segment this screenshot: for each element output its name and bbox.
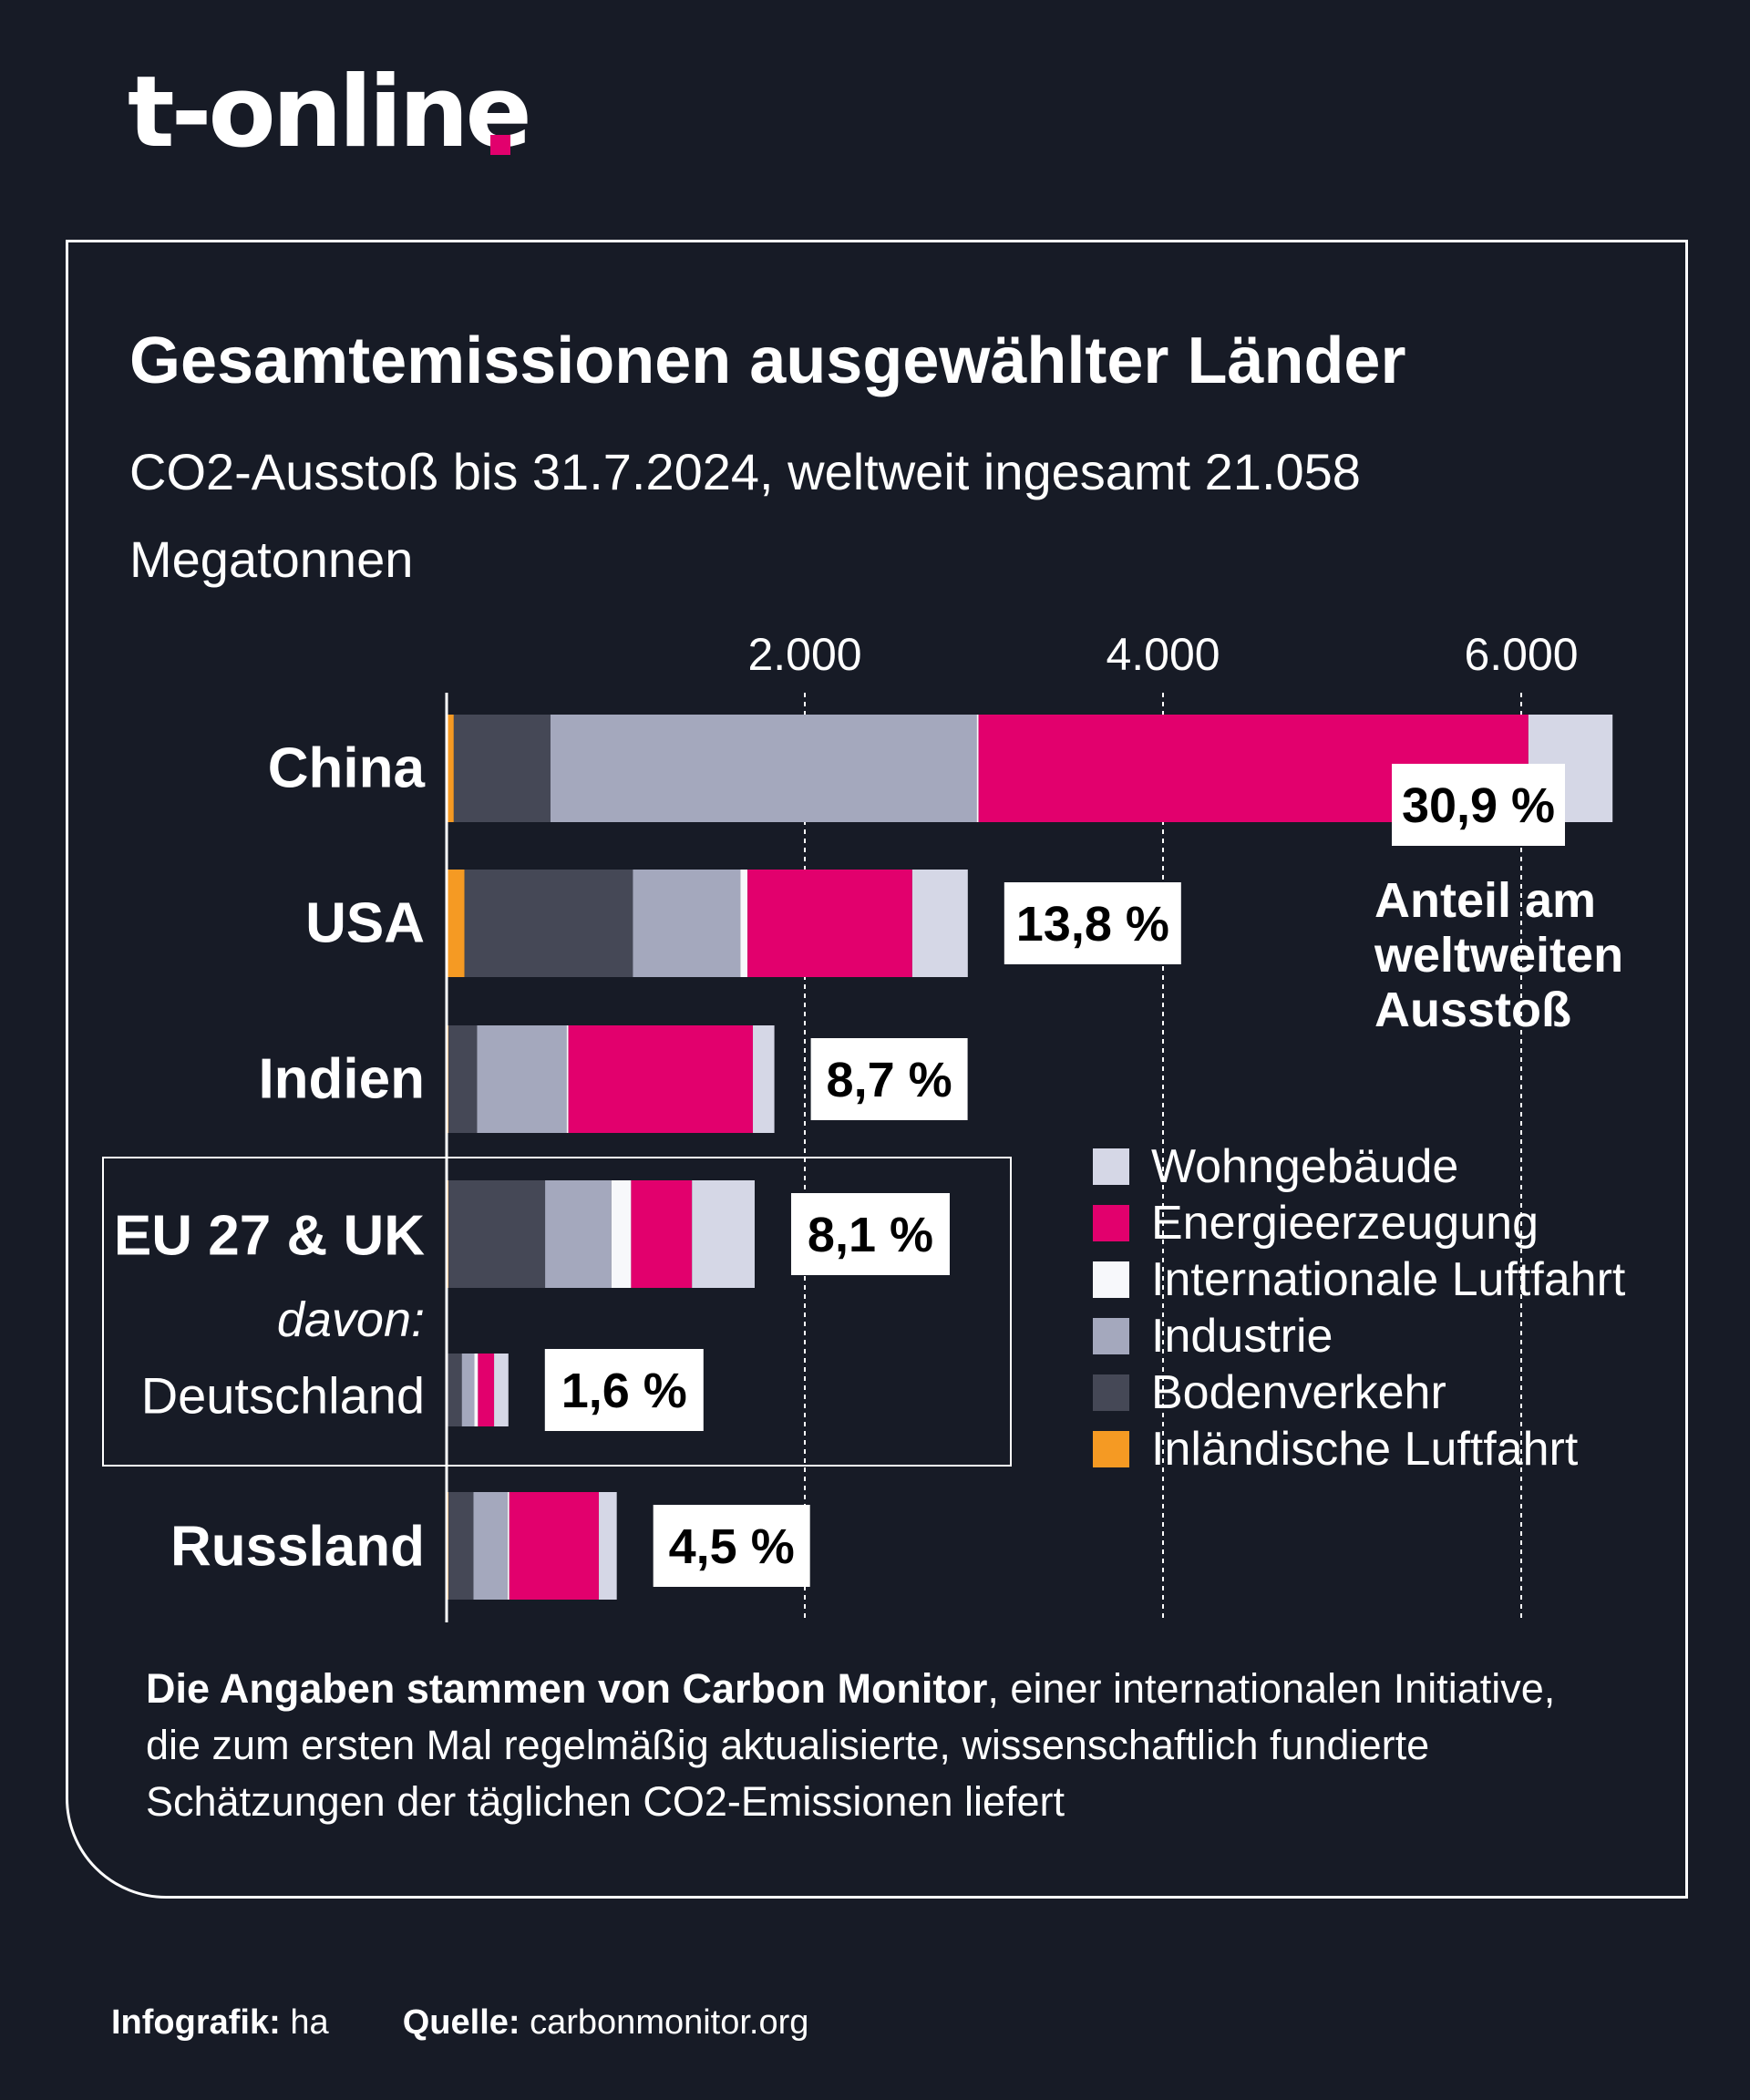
bar-segment (478, 1354, 495, 1426)
legend-swatch (1093, 1148, 1129, 1185)
category-label: Indien (258, 1048, 425, 1111)
legend-swatch (1093, 1431, 1129, 1467)
footnote: Die Angaben stammen von Carbon Monitor, … (146, 1661, 1604, 1830)
bar-segment (453, 715, 551, 822)
chart-subtitle: CO2-Ausstoß bis 31.7.2024, weltweit inge… (129, 443, 1361, 588)
category-label: EU 27 & UK (114, 1205, 425, 1268)
bar-segment (692, 1180, 755, 1288)
credits-infografik-value: ha (290, 2003, 329, 2042)
bar-segment (753, 1025, 775, 1133)
legend-swatch (1093, 1374, 1129, 1411)
bar-segment (461, 1354, 475, 1426)
category-label: USA (305, 892, 425, 955)
share-label-box (790, 1193, 950, 1275)
brand-logo-dot (490, 135, 510, 155)
bar-segment (447, 1354, 462, 1426)
bar-segment (911, 870, 968, 977)
category-label: Russland (170, 1516, 425, 1579)
category-label: Deutschland (141, 1367, 425, 1425)
share-label-box (1004, 882, 1181, 964)
footnote-text: , einer internationalen Initiative, die … (146, 1665, 1556, 1825)
bar-segment (550, 715, 977, 822)
category-label: China (268, 737, 426, 800)
share-label-box (544, 1349, 704, 1431)
share-label-box (810, 1038, 968, 1120)
bar-segment (568, 1025, 754, 1133)
bar-segment (448, 1180, 546, 1288)
bar-segment (747, 870, 912, 977)
share-label: 30,9 % (1402, 778, 1555, 833)
bar-segment (631, 1180, 693, 1288)
credits-source-label: Quelle: (402, 2003, 520, 2042)
credits-source-value: carbonmonitor.org (530, 2003, 809, 2042)
credits-infografik-label: Infografik: (111, 2003, 281, 2042)
bar-segment (494, 1354, 509, 1426)
legend-label: Bodenverkehr (1151, 1366, 1446, 1419)
bar-segment (447, 870, 465, 977)
x-tick-label: 4.000 (1106, 629, 1220, 680)
share-label: 1,6 % (561, 1364, 687, 1418)
bar-segment (477, 1025, 567, 1133)
bar-segment (448, 1492, 474, 1600)
group-box (102, 1157, 1012, 1467)
share-label-box (653, 1505, 810, 1587)
x-tick-label: 6.000 (1464, 629, 1578, 680)
footnote-bold: Die Angaben stammen von Carbon Monitor (146, 1665, 988, 1712)
bar-segment (447, 715, 454, 822)
bar-segment (473, 1492, 508, 1600)
legend-swatch (1093, 1261, 1129, 1298)
bar-segment (545, 1180, 612, 1288)
bar-segment (474, 1354, 479, 1426)
credits: Infografik: ha Quelle: carbonmonitor.org (111, 2005, 808, 2040)
bar-segment (566, 1025, 569, 1133)
bar-segment (448, 1025, 478, 1133)
share-label-box (1392, 764, 1565, 846)
chart-title: Gesamtemissionen ausgewählter Länder (129, 324, 1406, 397)
share-label: 8,7 % (827, 1053, 952, 1107)
share-label: 8,1 % (808, 1208, 933, 1262)
legend-label: Wohngebäude (1151, 1140, 1458, 1193)
legend-swatch (1093, 1205, 1129, 1241)
bar-segment (599, 1492, 617, 1600)
share-label: 13,8 % (1016, 897, 1169, 952)
legend-label: Internationale Luftfahrt (1151, 1253, 1626, 1306)
chart-frame (66, 240, 1688, 1899)
legend-swatch (1093, 1318, 1129, 1354)
share-annotation: Anteil am weltweiten Ausstoß (1374, 873, 1623, 1037)
bar-segment (611, 1180, 632, 1288)
x-tick-label: 2.000 (747, 629, 861, 680)
brand-logo: t-online (128, 56, 532, 170)
share-label: 4,5 % (669, 1519, 795, 1574)
legend-label: Industrie (1151, 1310, 1333, 1363)
legend-label: Inländische Luftfahrt (1151, 1423, 1579, 1476)
bar-segment (464, 870, 633, 977)
bar-segment (976, 715, 979, 822)
group-label: davon: (277, 1292, 425, 1347)
bar-segment (740, 870, 748, 977)
bar-segment (507, 1492, 510, 1600)
bar-segment (633, 870, 741, 977)
bar-segment (509, 1492, 600, 1600)
legend-label: Energieerzeugung (1151, 1197, 1539, 1250)
